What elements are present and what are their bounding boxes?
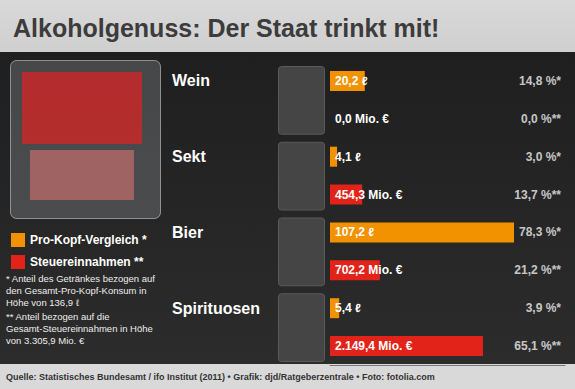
svg-text:107,2 ℓ: 107,2 ℓ	[335, 225, 374, 239]
svg-text:702,2 Mio. €: 702,2 Mio. €	[335, 263, 403, 277]
svg-text:454,3 Mio. €: 454,3 Mio. €	[335, 188, 403, 202]
svg-text:13,7 %**: 13,7 %**	[514, 188, 561, 202]
svg-text:Spirituosen: Spirituosen	[172, 300, 260, 317]
svg-text:von 3.305,9 Mio. €: von 3.305,9 Mio. €	[6, 335, 85, 346]
svg-text:Quelle: Statistisches Bundesam: Quelle: Statistisches Bundesamt / ifo In…	[6, 372, 435, 382]
svg-text:65,1 %**: 65,1 %**	[514, 339, 561, 353]
svg-text:14,8 %*: 14,8 %*	[519, 74, 561, 88]
svg-text:78,3 %*: 78,3 %*	[519, 225, 561, 239]
svg-text:5,4 ℓ: 5,4 ℓ	[335, 301, 361, 315]
svg-text:20,2 ℓ: 20,2 ℓ	[335, 74, 368, 88]
svg-text:* Anteil des Getränkes bezogen: * Anteil des Getränkes bezogen auf	[6, 273, 158, 284]
svg-text:den Gesamt-Pro-Kopf-Konsum in: den Gesamt-Pro-Kopf-Konsum in	[6, 285, 149, 296]
svg-text:4,1 ℓ: 4,1 ℓ	[335, 150, 361, 164]
svg-text:3,0 %*: 3,0 %*	[526, 150, 562, 164]
svg-text:Gesamt-Steuereinnahmen in Höhe: Gesamt-Steuereinnahmen in Höhe	[6, 323, 155, 334]
svg-text:3,9 %*: 3,9 %*	[526, 301, 562, 315]
svg-text:** Anteil bezogen auf die: ** Anteil bezogen auf die	[6, 311, 112, 322]
svg-text:21,2 %**: 21,2 %**	[514, 263, 561, 277]
svg-text:Wein: Wein	[172, 72, 210, 89]
svg-text:2.149,4 Mio. €: 2.149,4 Mio. €	[335, 339, 413, 353]
svg-text:Bier: Bier	[172, 224, 203, 241]
svg-text:Pro-Kopf-Vergleich *: Pro-Kopf-Vergleich *	[30, 233, 147, 247]
svg-text:Steuereinnahmen **: Steuereinnahmen **	[30, 255, 144, 269]
svg-text:Alkoholgenuss: Der Staat trink: Alkoholgenuss: Der Staat trinkt mit!	[13, 14, 439, 42]
svg-text:0,0 %**: 0,0 %**	[521, 112, 561, 126]
svg-text:Höhe von 136,9 ℓ: Höhe von 136,9 ℓ	[6, 297, 80, 308]
svg-text:Sekt: Sekt	[172, 148, 206, 165]
svg-text:0,0 Mio. €: 0,0 Mio. €	[335, 112, 389, 126]
